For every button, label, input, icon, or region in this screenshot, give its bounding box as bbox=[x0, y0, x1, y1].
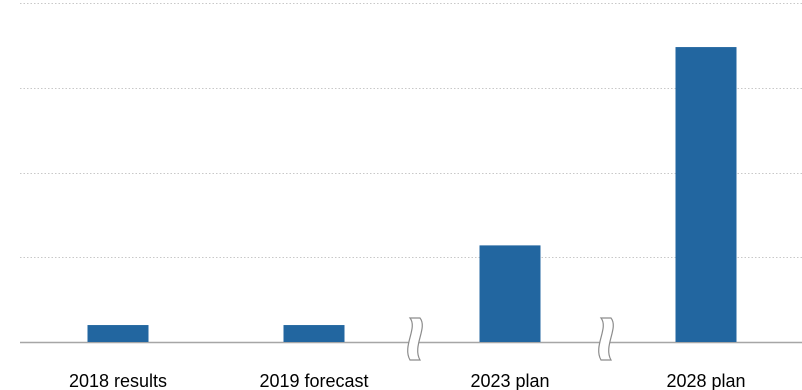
axis-break-mark bbox=[407, 317, 423, 361]
bar-2019-forecast bbox=[283, 325, 345, 342]
x-tick-label: 2023 plan bbox=[470, 371, 549, 390]
bar-2018-results bbox=[87, 325, 149, 342]
axis-break-mark bbox=[598, 317, 614, 361]
x-tick-labels: 2018 results 2019 forecast 2023 plan 2028 p… bbox=[69, 371, 746, 390]
bar-2023-plan bbox=[479, 245, 541, 342]
x-tick-label: 2028 plan bbox=[666, 371, 745, 390]
bar-2028-plan bbox=[675, 47, 737, 342]
x-tick-label: 2018 results bbox=[69, 371, 167, 390]
x-tick-label: 2019 forecast bbox=[259, 371, 368, 390]
axis-breaks bbox=[407, 317, 614, 361]
bars bbox=[87, 47, 737, 342]
